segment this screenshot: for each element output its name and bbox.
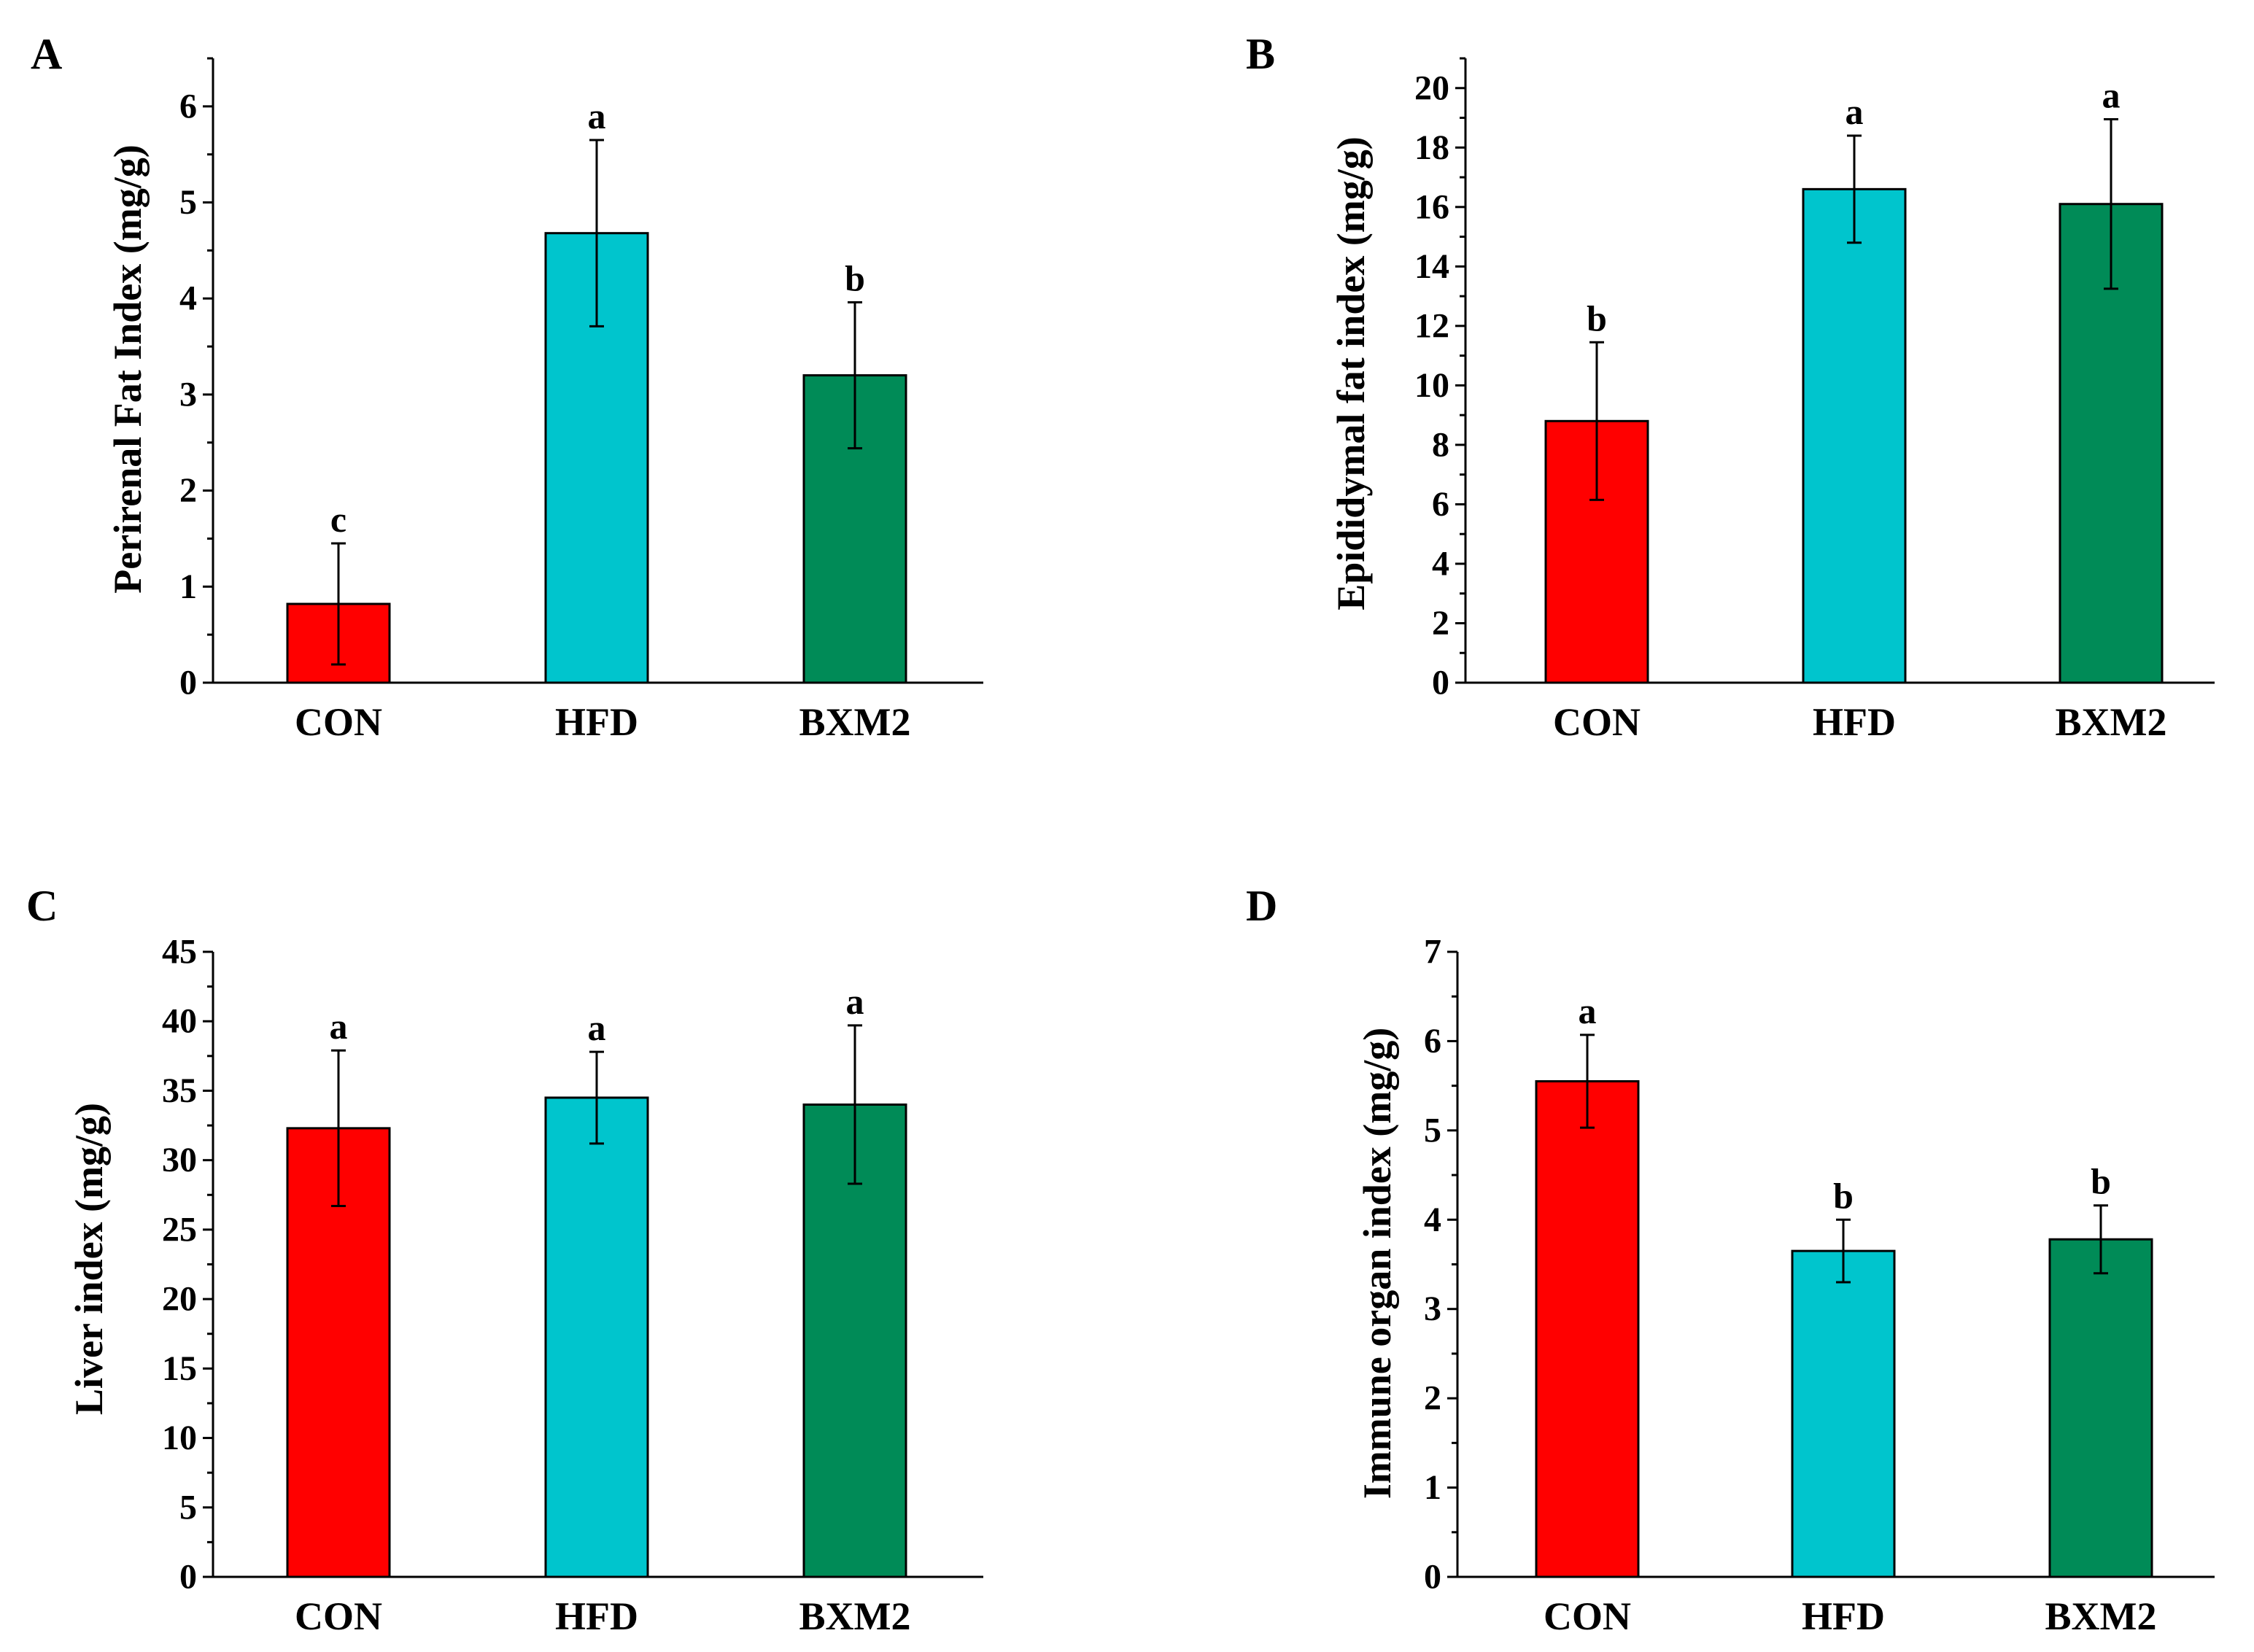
- panel-letter: D: [1246, 882, 1277, 930]
- panel-letter: B: [1246, 30, 1275, 78]
- y-tick-label: 6: [1424, 1022, 1441, 1060]
- bar-hfd: [1791, 1249, 1896, 1578]
- x-tick-label: HFD: [1802, 1594, 1885, 1638]
- panel-a: A 0 1 2 3 4 5 6 Perirenal Fat Index (mg/g) c CON a H…: [31, 30, 983, 744]
- x-tick-label: CON: [295, 1594, 382, 1638]
- y-axis-label: Epididymal fat index (mg/g): [1329, 136, 1373, 610]
- significance-letter: b: [1833, 1175, 1854, 1216]
- y-axis-label: Liver index (mg/g): [67, 1103, 111, 1415]
- y-tick-label: 6: [179, 87, 197, 125]
- y-tick-label: 2: [1432, 604, 1449, 643]
- y-tick-label: 4: [1424, 1201, 1441, 1239]
- significance-letter: b: [1587, 298, 1607, 338]
- y-tick-label: 7: [1424, 933, 1441, 972]
- significance-letter: c: [330, 499, 346, 540]
- significance-letter: b: [2091, 1161, 2111, 1202]
- x-tick-label: BXM2: [2045, 1594, 2157, 1638]
- significance-letter: a: [588, 1007, 606, 1048]
- y-tick-label: 35: [162, 1071, 197, 1110]
- y-tick-label: 0: [179, 1558, 197, 1597]
- y-tick-label: 0: [179, 664, 197, 702]
- y-tick-label: 30: [162, 1141, 197, 1179]
- bar-con: [1535, 1080, 1640, 1578]
- y-tick-label: 18: [1414, 128, 1449, 167]
- y-tick-label: 0: [1424, 1558, 1441, 1597]
- x-tick-label: BXM2: [799, 700, 911, 744]
- y-tick-label: 4: [1432, 544, 1449, 583]
- bar-bxm2: [2048, 1238, 2153, 1578]
- y-tick-label: 10: [162, 1419, 197, 1457]
- y-tick-label: 25: [162, 1210, 197, 1249]
- y-tick-label: 5: [179, 183, 197, 222]
- bar-hfd: [544, 1096, 649, 1578]
- x-tick-label: HFD: [555, 1594, 638, 1638]
- significance-letter: a: [1579, 990, 1597, 1031]
- y-tick-label: 3: [1424, 1290, 1441, 1328]
- x-tick-label: CON: [295, 700, 382, 744]
- panel-c: C 0 5 10 15 20 25 30 35 40 45 Liver index (mg/g) a CO…: [26, 882, 983, 1638]
- significance-letter: a: [330, 1006, 348, 1047]
- significance-letter: a: [588, 96, 606, 136]
- y-tick-label: 14: [1414, 247, 1449, 286]
- y-tick-label: 3: [179, 375, 197, 414]
- y-axis-label: Immune organ index (mg/g): [1355, 1028, 1399, 1500]
- y-tick-label: 5: [1424, 1111, 1441, 1149]
- y-tick-label: 15: [162, 1349, 197, 1388]
- significance-letter: b: [845, 257, 865, 298]
- significance-letter: a: [1846, 91, 1864, 132]
- y-tick-label: 6: [1432, 485, 1449, 524]
- x-tick-label: HFD: [1813, 700, 1896, 744]
- y-tick-label: 5: [179, 1488, 197, 1527]
- x-tick-label: BXM2: [799, 1594, 911, 1638]
- panel-letter: C: [26, 882, 58, 930]
- x-tick-label: CON: [1544, 1594, 1631, 1638]
- y-tick-label: 20: [1414, 69, 1449, 107]
- y-tick-label: 1: [179, 567, 197, 606]
- y-tick-label: 40: [162, 1002, 197, 1041]
- panel-b: B 0 2 4 6 8 10 12 14 16 18 20 Epididymal fat index (…: [1246, 30, 2215, 744]
- y-axis-label: Perirenal Fat Index (mg/g): [106, 144, 150, 593]
- x-tick-label: CON: [1553, 700, 1641, 744]
- y-tick-label: 16: [1414, 187, 1449, 226]
- panel-letter: A: [31, 30, 62, 78]
- y-tick-label: 2: [1424, 1379, 1441, 1418]
- significance-letter: a: [846, 981, 864, 1022]
- y-tick-label: 4: [179, 279, 197, 318]
- y-tick-label: 8: [1432, 425, 1449, 464]
- y-tick-label: 10: [1414, 366, 1449, 405]
- panel-d: D 0 1 2 3 4 5 6 7 Immune organ index (mg/g) a CON b H…: [1246, 882, 2215, 1638]
- y-tick-label: 45: [162, 933, 197, 972]
- y-tick-label: 0: [1432, 664, 1449, 702]
- y-tick-label: 2: [179, 471, 197, 510]
- x-tick-label: HFD: [555, 700, 638, 744]
- significance-letter: a: [2102, 75, 2121, 116]
- y-tick-label: 20: [162, 1280, 197, 1319]
- bar-hfd: [1802, 187, 1907, 684]
- y-tick-label: 12: [1414, 306, 1449, 345]
- y-tick-label: 1: [1424, 1468, 1441, 1507]
- x-tick-label: BXM2: [2056, 700, 2167, 744]
